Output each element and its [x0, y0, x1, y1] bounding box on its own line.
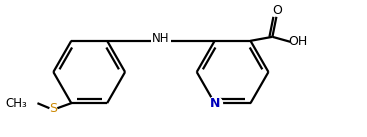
Text: CH₃: CH₃	[6, 97, 28, 110]
Text: NH: NH	[152, 32, 170, 45]
Text: OH: OH	[289, 35, 308, 48]
Text: O: O	[272, 4, 282, 17]
Text: N: N	[210, 97, 220, 110]
Text: S: S	[50, 102, 57, 115]
